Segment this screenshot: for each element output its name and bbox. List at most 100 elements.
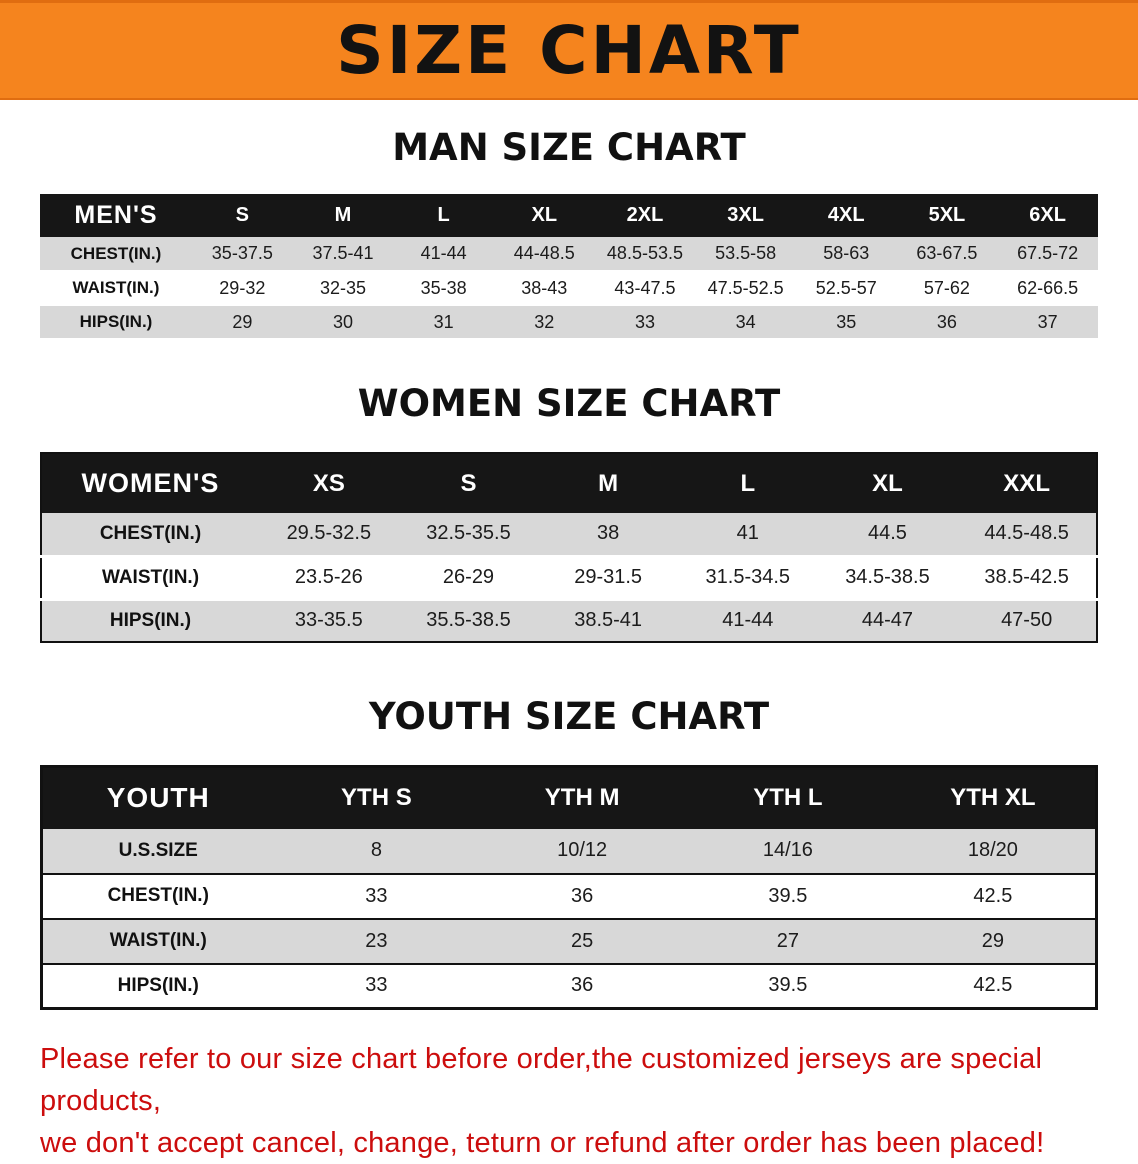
size-column-header: 5XL — [896, 194, 998, 237]
table-title-cell: YOUTH — [41, 766, 274, 829]
size-value-cell: 36 — [571, 974, 594, 997]
size-value-cell: 39.5 — [768, 974, 808, 997]
row-label-cell: WAIST(IN.) — [41, 556, 259, 601]
size-value-cell: 47-50 — [1001, 609, 1053, 632]
size-value-cell: 53.5-58 — [695, 237, 796, 272]
table-header-row: MEN'S S M L XL 2XL 3XL 4XL 5XL 6XL — [40, 194, 1098, 237]
men-size-section: MAN SIZE CHART MEN'S S M L XL 2XL 3XL 4XL 5XL 6XL… — [0, 126, 1138, 340]
size-column-header: S — [398, 453, 539, 513]
size-column-header: YTH M — [479, 766, 685, 829]
women-section-heading: WOMEN SIZE CHART — [357, 382, 781, 425]
size-column-header: YTH L — [685, 766, 891, 829]
order-notice: Please refer to our size chart before or… — [40, 1038, 1100, 1164]
size-value-cell: 10/12 — [479, 828, 685, 875]
size-value-cell: 36 — [479, 873, 685, 920]
size-value-cell: 44.5 — [817, 513, 958, 558]
size-value-cell: 44-47 — [861, 609, 914, 632]
size-value-cell: 29-32 — [192, 271, 293, 306]
size-value-cell: 23 — [273, 918, 480, 965]
table-row: HIPS(IN.) 29 30 31 32 33 34 35 36 37 — [40, 305, 1098, 340]
size-column-header: XL — [817, 453, 958, 513]
size-value-cell: 37.5-41 — [292, 237, 394, 272]
table-row: CHEST(IN.) 35-37.5 37.5-41 41-44 44-48.5 48.5… — [40, 237, 1098, 272]
size-column-header: YTH S — [273, 766, 480, 829]
size-value-cell: 34 — [695, 305, 796, 340]
size-column-header: XXL — [957, 453, 1097, 513]
size-value-cell: 38.5-42.5 — [957, 556, 1097, 601]
size-value-cell: 31.5-34.5 — [677, 556, 818, 601]
row-label-cell: WAIST(IN.) — [40, 271, 192, 306]
size-column-header: L — [677, 453, 818, 513]
size-value-cell: 31 — [393, 305, 494, 340]
size-value-cell: 35 — [795, 305, 897, 340]
row-label-cell: CHEST(IN.) — [41, 873, 274, 920]
size-value-cell: 44-48.5 — [493, 237, 595, 272]
size-value-cell: 35-38 — [393, 271, 494, 306]
youth-size-table: YOUTH YTH S YTH M YTH L YTH XL U.S.SIZE 8 10/12… — [40, 765, 1098, 1010]
youth-size-section: YOUTH SIZE CHART YOUTH YTH S YTH M YTH L YTH… — [0, 695, 1138, 1010]
table-title-cell: WOMEN'S — [41, 453, 259, 513]
table-row: WAIST(IN.) 23.5-26 26-29 29-31.5 31.5-34.5 34… — [41, 556, 1097, 601]
table-row: WAIST(IN.) 29-32 32-35 35-38 38-43 43-47.5 47.… — [40, 271, 1098, 306]
page-title: SIZE CHART — [336, 12, 802, 89]
size-column-header: M — [292, 194, 394, 237]
size-value-cell: 32-35 — [292, 271, 394, 306]
size-value-cell: 38 — [538, 513, 678, 558]
table-row: HIPS(IN.) 33 36 39.5 42.5 — [42, 964, 1097, 1009]
men-size-table: MEN'S S M L XL 2XL 3XL 4XL 5XL 6XL CHEST(IN.) 35-37… — [40, 194, 1098, 340]
size-value-cell: 36 — [896, 305, 998, 340]
size-value-cell: 33 — [273, 873, 480, 920]
row-label-cell: U.S.SIZE — [41, 828, 274, 875]
size-value-cell: 48.5-53.5 — [594, 237, 696, 272]
size-value-cell: 67.5-72 — [997, 237, 1098, 272]
table-header-row: YOUTH YTH S YTH M YTH L YTH XL — [41, 766, 1097, 829]
size-value-cell: 35.5-38.5 — [426, 609, 511, 632]
size-column-header: L — [393, 194, 494, 237]
size-value-cell: 23.5-26 — [259, 556, 399, 601]
size-value-cell: 26-29 — [398, 556, 539, 601]
size-value-cell: 35-37.5 — [192, 237, 293, 272]
size-value-cell: 38-43 — [493, 271, 595, 306]
table-row: HIPS(IN.) 33-35.5 35.5-38.5 38.5-41 41-44 44-… — [41, 599, 1097, 642]
table-title-cell: MEN'S — [40, 194, 192, 237]
women-size-section: WOMEN SIZE CHART WOMEN'S XS S M L XL XXL CHEST(… — [0, 382, 1138, 643]
row-label-cell: CHEST(IN.) — [41, 513, 259, 558]
size-value-cell: 29 — [890, 918, 1097, 965]
size-value-cell: 27 — [685, 918, 891, 965]
size-value-cell: 34.5-38.5 — [817, 556, 958, 601]
size-value-cell: 42.5 — [973, 974, 1013, 997]
notice-line-1: Please refer to our size chart before or… — [40, 1043, 1043, 1118]
row-label-cell: WAIST(IN.) — [41, 918, 274, 965]
table-row: WAIST(IN.) 23 25 27 29 — [41, 918, 1097, 965]
size-column-header: 2XL — [594, 194, 696, 237]
size-value-cell: 41-44 — [722, 609, 774, 632]
size-column-header: 6XL — [997, 194, 1098, 237]
size-value-cell: 29 — [192, 305, 293, 340]
size-value-cell: 30 — [292, 305, 394, 340]
notice-line-2: we don't accept cancel, change, teturn o… — [40, 1127, 1045, 1160]
size-value-cell: 29.5-32.5 — [259, 513, 399, 558]
size-value-cell: 33 — [594, 305, 696, 340]
size-value-cell: 32.5-35.5 — [398, 513, 539, 558]
size-value-cell: 41-44 — [393, 237, 494, 272]
youth-section-heading: YOUTH SIZE CHART — [368, 695, 770, 738]
table-row: CHEST(IN.) 33 36 39.5 42.5 — [41, 873, 1097, 920]
size-value-cell: 33-35.5 — [294, 609, 363, 632]
banner: SIZE CHART — [0, 0, 1138, 100]
size-value-cell: 63-67.5 — [896, 237, 998, 272]
row-label-cell: HIPS(IN.) — [109, 609, 192, 631]
size-value-cell: 39.5 — [685, 873, 891, 920]
size-column-header: S — [192, 194, 293, 237]
size-value-cell: 8 — [273, 828, 480, 875]
size-value-cell: 52.5-57 — [795, 271, 897, 306]
size-value-cell: 32 — [493, 305, 595, 340]
size-value-cell: 58-63 — [795, 237, 897, 272]
size-value-cell: 18/20 — [890, 828, 1097, 875]
size-value-cell: 47.5-52.5 — [695, 271, 796, 306]
table-row: CHEST(IN.) 29.5-32.5 32.5-35.5 38 41 44.5 44.5… — [41, 513, 1097, 558]
row-label-cell: CHEST(IN.) — [40, 237, 192, 272]
size-value-cell: 29-31.5 — [538, 556, 678, 601]
size-value-cell: 41 — [677, 513, 818, 558]
men-section-heading: MAN SIZE CHART — [392, 126, 746, 169]
